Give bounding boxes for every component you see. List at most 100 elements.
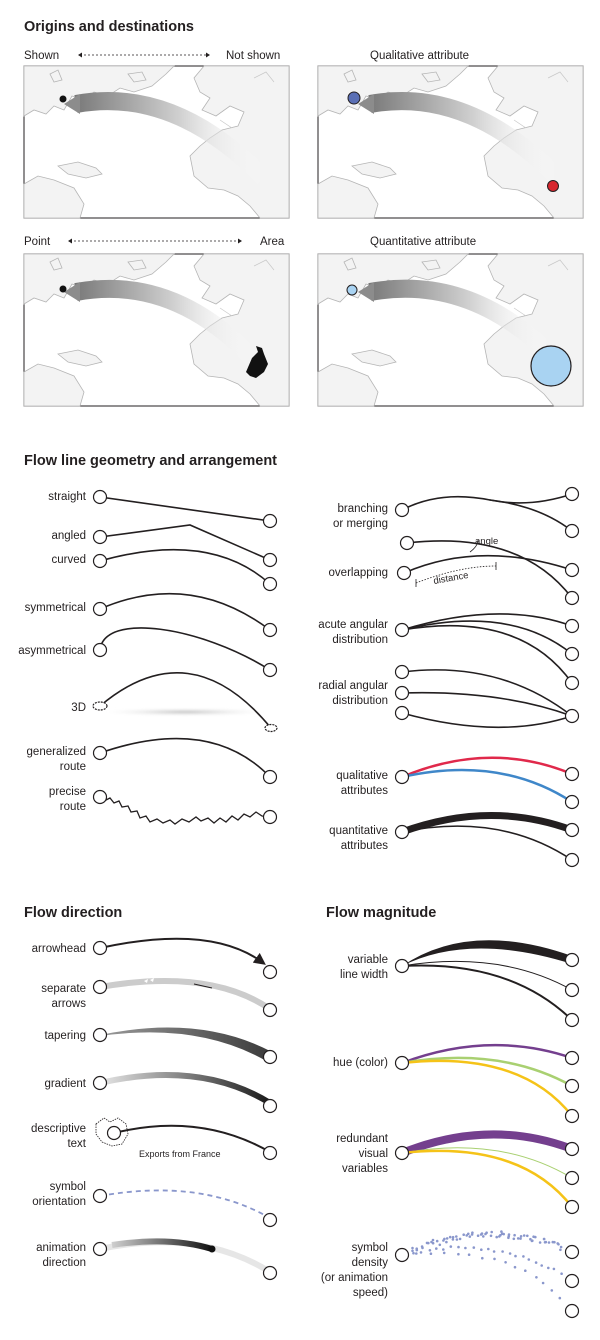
direction-gradient: gradient — [44, 1071, 278, 1114]
destination-node — [564, 1303, 580, 1319]
generalized-label-2: route — [60, 761, 86, 773]
map-panel-qualitative: Qualitative attribute — [317, 50, 584, 219]
density-dot — [427, 1241, 430, 1245]
origin-node — [394, 622, 410, 638]
density-dot — [421, 1246, 424, 1250]
density-dot — [514, 1254, 517, 1258]
direction-symbol: symbol orientation — [32, 1181, 278, 1228]
redundant-purple-line — [400, 1130, 574, 1157]
origin-node — [394, 824, 410, 840]
map-panel-quantitative: Quantitative attribute — [317, 236, 584, 407]
density-dot — [529, 1237, 532, 1241]
origin-node — [394, 1145, 410, 1161]
geometry-asymmetrical: asymmetrical — [18, 627, 278, 678]
magnitude-heading: Flow magnitude — [326, 905, 436, 921]
symbol-label-2: orientation — [32, 1196, 86, 1208]
destination-node — [564, 486, 580, 502]
density-dot — [481, 1256, 484, 1260]
generalized-line — [99, 737, 271, 778]
destination-node — [564, 952, 580, 968]
origin-node — [394, 705, 410, 721]
destination-node — [262, 1098, 278, 1114]
density-dot — [540, 1264, 543, 1267]
density-dot — [493, 1257, 496, 1261]
density-dot — [500, 1230, 503, 1233]
arrow-head — [64, 282, 80, 302]
destination-node — [262, 513, 278, 529]
destination-node — [564, 1012, 580, 1028]
branch-line-b — [489, 499, 573, 532]
destination-node — [564, 590, 580, 606]
density-dot — [535, 1276, 538, 1279]
origin-node — [92, 789, 108, 805]
symmetrical-label: symmetrical — [25, 602, 86, 614]
density-dot — [428, 1249, 432, 1252]
destination-node — [564, 562, 580, 578]
separate-arrows-line — [99, 978, 272, 1012]
curved-label: curved — [51, 554, 86, 566]
destination-node — [262, 964, 278, 980]
origin-dot — [59, 95, 67, 103]
density-dot — [442, 1251, 446, 1255]
density-dot — [411, 1246, 414, 1250]
density-dot — [547, 1241, 551, 1244]
redundant-green-line — [401, 1147, 573, 1179]
density-dot — [479, 1233, 483, 1236]
density-dot — [547, 1266, 550, 1270]
destination-red-dot — [547, 180, 559, 192]
qualitative-attr-label-2: attributes — [341, 785, 389, 797]
direction-heading: Flow direction — [24, 905, 122, 921]
density-dot — [534, 1261, 538, 1264]
exports-text: Exports from France — [139, 1149, 221, 1159]
origin-node — [92, 979, 108, 995]
map-panel-shown: Shown Not shown — [23, 50, 290, 219]
tapering-label: tapering — [44, 1030, 86, 1042]
geometry-straight: straight — [48, 489, 278, 529]
flow-arrow — [368, 279, 557, 361]
redundant-yellow-line — [401, 1149, 573, 1208]
destination-node — [262, 1212, 278, 1228]
variable-label-2: line width — [340, 969, 388, 981]
hue-label: hue (color) — [333, 1057, 388, 1069]
magnitude-hue: hue (color) — [333, 1043, 580, 1124]
density-dot — [499, 1233, 502, 1237]
density-dot — [551, 1240, 555, 1244]
destination-node — [262, 1145, 278, 1161]
destination-node — [564, 1078, 580, 1094]
variable-medium-line — [401, 964, 573, 1021]
arrow-glyphs — [144, 978, 154, 983]
separate-label-1: separate — [41, 983, 86, 995]
destination-large-circle — [530, 345, 572, 387]
magnitude-density: symbol density (or animation speed) — [321, 1230, 580, 1319]
density-dot — [534, 1235, 537, 1239]
destination-node — [564, 1199, 580, 1215]
destination-node — [564, 822, 580, 838]
destination-node — [262, 576, 278, 592]
acute-label-2: distribution — [332, 634, 388, 646]
origin-node — [92, 940, 108, 956]
density-dot — [513, 1233, 516, 1237]
3d-arc — [99, 672, 272, 729]
density-dot — [457, 1245, 460, 1249]
density-dot — [464, 1246, 467, 1250]
quantitative-map-label: Quantitative attribute — [370, 236, 476, 248]
distance-label: distance — [433, 570, 470, 587]
direction-descriptive: descriptive text Exports from France — [31, 1117, 278, 1161]
animation-label-2: direction — [43, 1257, 86, 1269]
shown-label: Shown — [24, 50, 59, 62]
destination-node — [564, 794, 580, 810]
quantitative-thin-line — [401, 825, 573, 861]
density-dot — [550, 1289, 554, 1292]
qualitative-label: Qualitative attribute — [370, 50, 469, 62]
acute-line-2 — [401, 620, 573, 655]
origin-node — [92, 1075, 108, 1091]
gradient-label: gradient — [44, 1078, 86, 1090]
overlap-line-a — [406, 540, 573, 599]
density-dot — [448, 1235, 452, 1239]
area-label: Area — [260, 236, 285, 248]
flow-arrow — [74, 92, 271, 185]
density-dot — [455, 1235, 458, 1238]
destination-node — [564, 708, 580, 724]
density-dot — [457, 1252, 460, 1256]
radial-line-3 — [401, 712, 573, 729]
